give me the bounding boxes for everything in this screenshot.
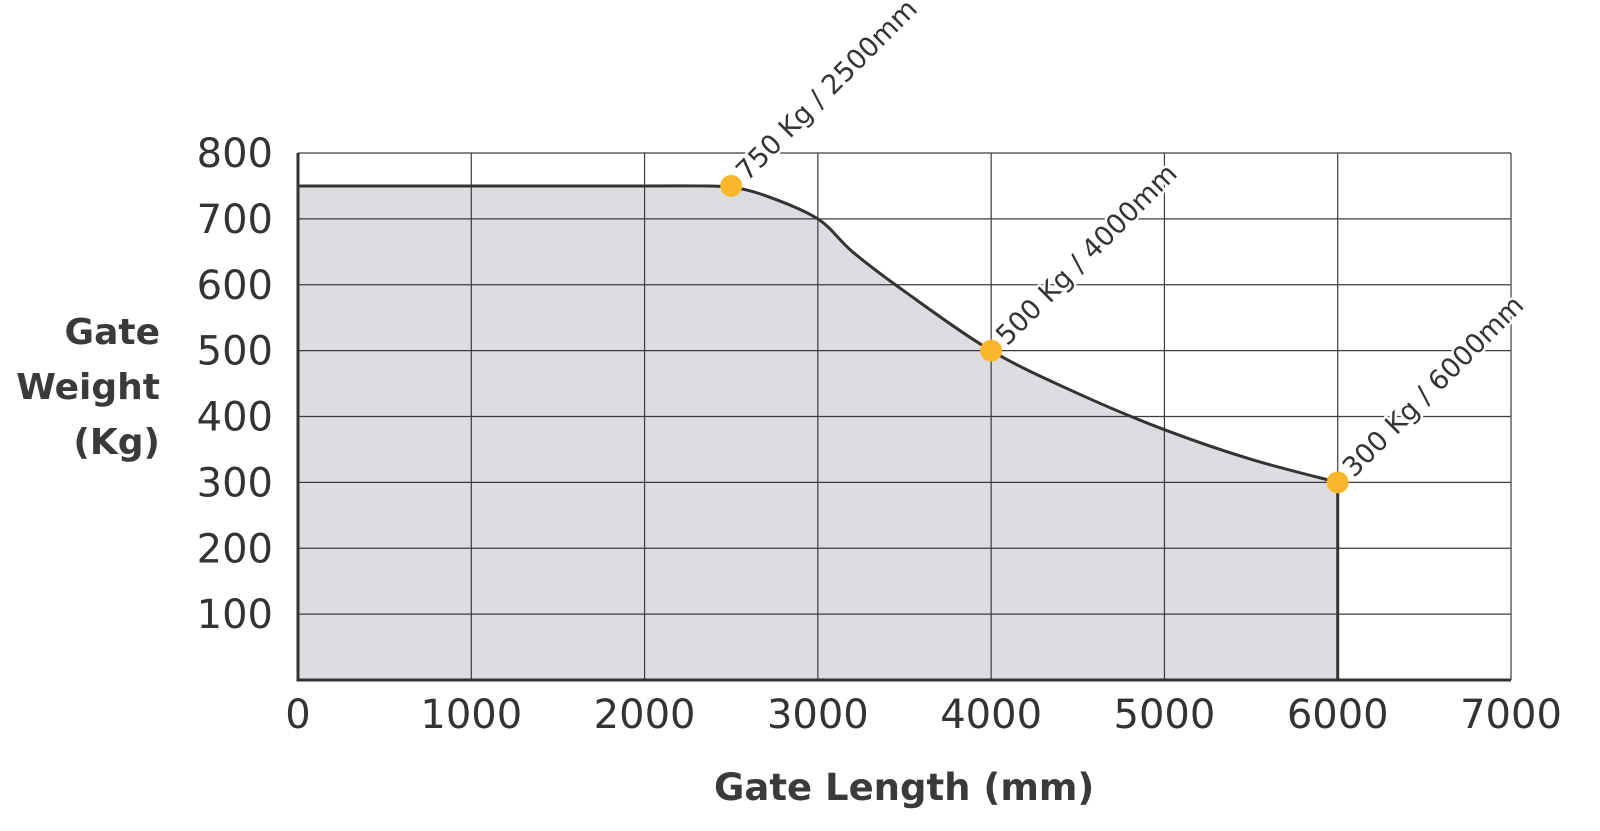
series-line [298,184,1339,484]
data-point-label: 300 Kg / 6000mm [1337,290,1530,483]
axis-layer [296,153,1511,682]
line-layer [298,184,1340,680]
data-point-marker [980,339,1003,362]
y-axis-title-line-3: (Kg) [73,422,160,463]
tick-layer: 0 1000 2000 3000 4000 5000 6000 7000 100 200 300 40… [197,131,1562,738]
x-tick-label: 2000 [594,692,696,738]
x-axis-title: Gate Length (mm) [714,766,1095,809]
x-tick-label: 4000 [940,692,1042,738]
y-tick-label: 500 [197,329,273,375]
data-point-label: 750 Kg / 2500mm [730,0,923,187]
y-tick-label: 200 [197,526,273,572]
x-tick-label: 1000 [420,692,522,738]
x-tick-label: 6000 [1287,692,1389,738]
x-tick-label: 7000 [1460,692,1562,738]
grid-layer [297,152,1512,680]
y-tick-label: 700 [197,197,273,243]
y-axis-title-line-2: Weight [16,367,160,408]
y-tick-label: 100 [197,592,273,638]
y-tick-label: 400 [197,395,273,441]
data-point-label: 500 Kg / 4000mm [990,158,1183,351]
x-tick-label: 5000 [1114,692,1216,738]
data-point-marker [720,174,743,197]
y-tick-label: 300 [197,460,273,506]
y-tick-label: 800 [197,131,273,177]
data-point-marker [1326,471,1349,494]
y-axis-title-line-1: Gate [64,312,160,353]
x-tick-label: 3000 [767,692,869,738]
y-tick-label: 600 [197,263,273,309]
x-tick-label: 0 [285,692,310,738]
